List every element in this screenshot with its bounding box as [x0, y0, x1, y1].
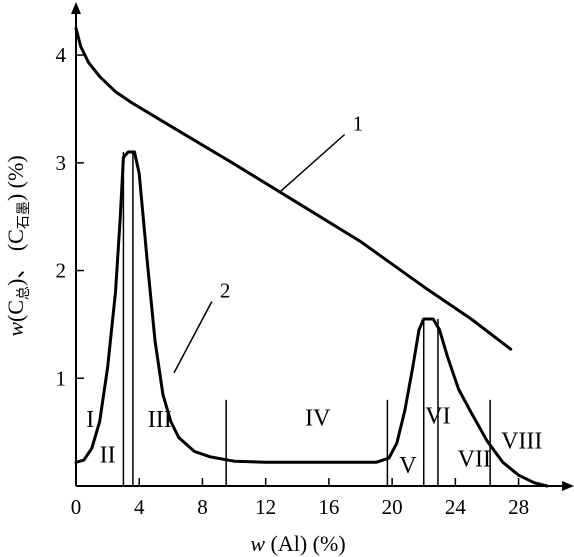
- x-ticks: 0 4 8 12 16 20 24 28: [71, 478, 529, 519]
- y-axis-title-var: w: [3, 322, 28, 337]
- x-tick-label: 0: [71, 495, 82, 519]
- region-label: IV: [305, 406, 331, 432]
- x-axis-title-var: w: [250, 531, 265, 556]
- series-label-leader: [173, 301, 213, 374]
- x-axis-arrow: [562, 481, 574, 491]
- region-label: I: [86, 407, 94, 433]
- region-dividers: [122, 152, 491, 486]
- series-label: 1: [353, 112, 364, 136]
- series-lines: [74, 26, 549, 488]
- y-tick-label: 2: [56, 259, 67, 283]
- y-axis-title-part3: ) (%): [3, 155, 28, 201]
- y-ticks: 1 2 3 4: [56, 43, 84, 390]
- x-tick-label: 20: [382, 495, 403, 519]
- y-tick-label: 4: [56, 43, 67, 67]
- series-labels: 12: [173, 112, 364, 374]
- series-2-line: [74, 150, 549, 488]
- y-axis-title-sub2: 石墨: [17, 201, 32, 229]
- x-axis-title: w (Al) (%): [250, 531, 345, 556]
- region-label: VI: [425, 404, 450, 430]
- y-axis-arrow: [71, 2, 81, 14]
- y-axis-title-part1: (C: [3, 300, 28, 322]
- x-tick-label: 8: [197, 495, 208, 519]
- x-tick-label: 28: [508, 495, 529, 519]
- region-label: II: [100, 442, 116, 468]
- x-tick-label: 16: [318, 495, 339, 519]
- x-axis-title-rest: (Al) (%): [265, 531, 346, 556]
- y-axis-title: w(C总)、 (C石墨) (%): [3, 155, 32, 336]
- x-tick-label: 12: [255, 495, 276, 519]
- region-label: VII: [458, 447, 491, 473]
- series-1-line: [74, 26, 513, 351]
- region-label: VIII: [501, 428, 542, 454]
- y-tick-label: 3: [56, 151, 67, 175]
- y-tick-label: 1: [56, 366, 67, 390]
- y-axis-title-sub1: 总: [16, 286, 32, 300]
- x-tick-label: 24: [445, 495, 467, 519]
- y-axis-title-part2: )、 (C: [3, 229, 28, 286]
- x-tick-label: 4: [134, 495, 145, 519]
- series-label: 2: [220, 278, 231, 302]
- region-label: V: [399, 453, 417, 479]
- series-label-leader: [279, 133, 346, 193]
- region-label: III: [148, 407, 172, 433]
